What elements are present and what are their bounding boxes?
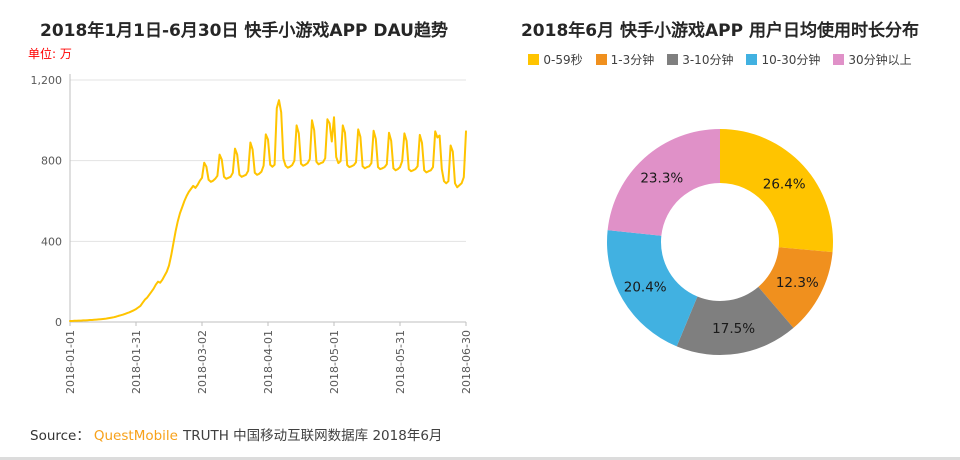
donut-wrap: 26.4% 12.3% 17.5% 20.4% 23.3% <box>480 94 960 394</box>
x-axis-tick-label: 2018-05-01 <box>328 330 341 394</box>
bottom-divider <box>0 457 960 460</box>
source-suffix: TRUTH 中国移动互联网数据库 2018年6月 <box>182 428 443 444</box>
dau-line-series <box>69 99 467 322</box>
line-chart-title: 2018年1月1日-6月30日 快手小游戏APP DAU趋势 <box>40 21 448 41</box>
legend-label: 10-30分钟 <box>761 53 821 67</box>
legend-swatch <box>595 54 607 65</box>
y-axis-tick-label: 800 <box>41 155 62 168</box>
source-footer: Source： QuestMobile TRUTH 中国移动互联网数据库 2018年… <box>30 424 442 444</box>
legend-item: 3-10分钟 <box>667 51 733 68</box>
x-axis-tick-label: 2018-01-31 <box>130 330 143 394</box>
legend-item: 30分钟以上 <box>833 51 912 68</box>
slice-percentage-label: 26.4% <box>763 176 806 192</box>
source-label: Source： <box>30 428 90 444</box>
legend-item: 1-3分钟 <box>595 51 655 68</box>
donut-slice <box>720 129 834 253</box>
y-axis-tick-label: 400 <box>41 235 62 248</box>
y-axis-tick-label: 0 <box>55 316 62 329</box>
legend-swatch <box>746 54 758 65</box>
slice-percentage-label: 12.3% <box>776 275 819 291</box>
unit-label: 单位: 万 <box>28 47 72 61</box>
slice-percentage-label: 20.4% <box>624 279 667 295</box>
legend-label: 3-10分钟 <box>682 53 734 67</box>
donut-slice <box>607 129 720 236</box>
x-axis-tick-label: 2018-04-01 <box>262 330 275 394</box>
legend-item: 0-59秒 <box>528 51 583 68</box>
slice-percentage-label: 23.3% <box>640 170 683 186</box>
donut-slice <box>676 286 794 355</box>
legend-label: 1-3分钟 <box>610 53 655 67</box>
y-axis-tick-label: 1,200 <box>31 74 63 87</box>
x-axis-tick-label: 2018-01-01 <box>64 330 77 394</box>
donut-slice <box>758 247 833 328</box>
legend-label: 0-59秒 <box>543 53 583 67</box>
legend-item: 10-30分钟 <box>746 51 820 68</box>
dau-trend-panel: 2018年1月1日-6月30日 快手小游戏APP DAU趋势 单位: 万 0 40… <box>0 0 480 414</box>
dau-line-chart: 0 400 800 1,200 2018-01-01 2018-01-31 2018-03-… <box>31 74 473 394</box>
x-axis-tick-label: 2018-05-31 <box>394 330 407 394</box>
legend-swatch <box>833 54 845 65</box>
slice-percentage-label: 17.5% <box>712 321 755 337</box>
duration-distribution-panel: 2018年6月 快手小游戏APP 用户日均使用时长分布 0-59秒 1-3分钟 3-… <box>480 0 960 414</box>
legend-swatch <box>528 54 540 65</box>
legend: 0-59秒 1-3分钟 3-10分钟 10-30分钟 30分钟以上 <box>480 51 960 68</box>
questmobile-brand: QuestMobile <box>93 428 178 444</box>
legend-label: 30分钟以上 <box>848 53 912 67</box>
charts-row: 2018年1月1日-6月30日 快手小游戏APP DAU趋势 单位: 万 0 40… <box>0 0 960 414</box>
x-axis-tick-label: 2018-03-02 <box>196 330 209 394</box>
legend-swatch <box>667 54 679 65</box>
donut-chart-title: 2018年6月 快手小游戏APP 用户日均使用时长分布 <box>520 21 920 41</box>
duration-donut-chart: 26.4% 12.3% 17.5% 20.4% 23.3% <box>607 129 834 355</box>
x-axis-tick-label: 2018-06-30 <box>460 330 473 394</box>
donut-slice <box>607 230 698 347</box>
